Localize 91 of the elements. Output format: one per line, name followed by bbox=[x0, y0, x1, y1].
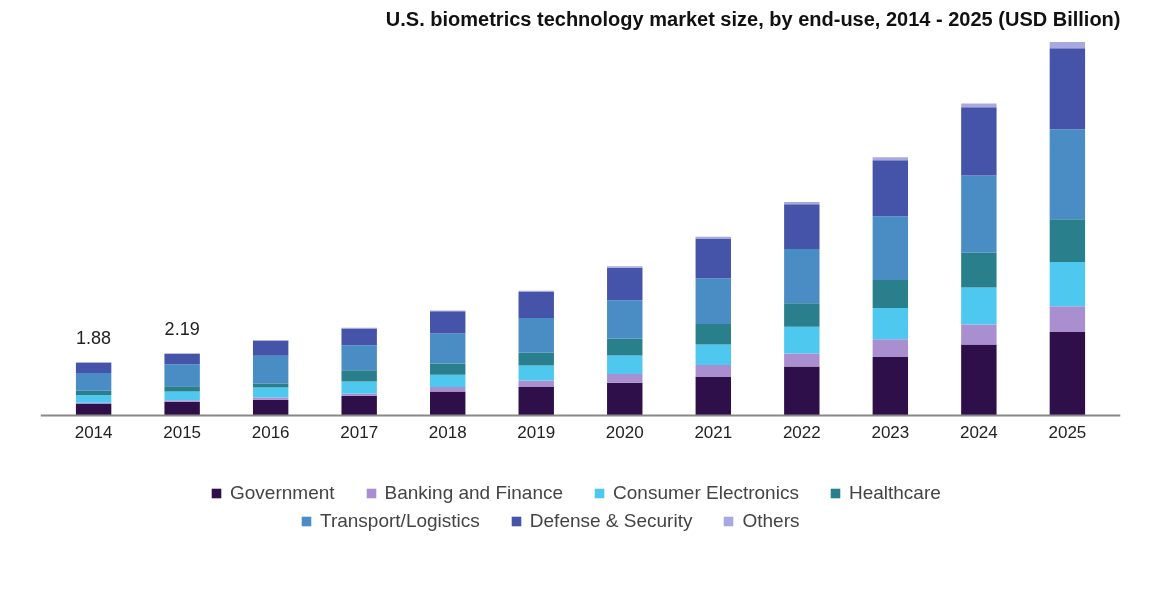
legend-label: Banking and Finance bbox=[384, 482, 564, 504]
bar bbox=[430, 391, 466, 416]
bar bbox=[607, 374, 643, 383]
bar bbox=[75, 362, 112, 373]
bar bbox=[430, 363, 466, 375]
bar bbox=[784, 303, 820, 327]
bar bbox=[252, 340, 289, 356]
bar bbox=[961, 324, 997, 345]
legend-label: Consumer Electronics bbox=[613, 482, 799, 504]
bar bbox=[872, 339, 909, 357]
bar bbox=[341, 345, 377, 371]
bar bbox=[518, 365, 554, 381]
bar bbox=[164, 353, 200, 365]
bar bbox=[695, 278, 731, 325]
bar bbox=[607, 382, 643, 416]
bar bbox=[164, 386, 200, 392]
bar bbox=[872, 216, 909, 281]
bar bbox=[695, 324, 731, 345]
bar bbox=[430, 333, 466, 364]
bar bbox=[75, 372, 112, 391]
bar bbox=[75, 395, 112, 403]
bar bbox=[784, 366, 820, 416]
x-tick-label: 2021 bbox=[694, 423, 733, 443]
bar bbox=[430, 387, 466, 392]
bar bbox=[961, 107, 997, 176]
legend-label: Defense & Security bbox=[529, 510, 693, 532]
bar bbox=[695, 377, 731, 416]
x-tick-label: 2017 bbox=[340, 423, 379, 443]
bar bbox=[607, 355, 643, 375]
bar bbox=[1049, 219, 1086, 263]
x-tick-label: 2014 bbox=[74, 423, 113, 443]
bar bbox=[961, 175, 997, 253]
x-tick-label: 2015 bbox=[163, 423, 202, 443]
bar bbox=[872, 160, 909, 217]
x-tick-label: 2020 bbox=[605, 423, 644, 443]
bar bbox=[784, 353, 820, 367]
bar bbox=[607, 300, 643, 339]
bar bbox=[872, 157, 909, 161]
bar bbox=[872, 308, 909, 340]
legend-label: Government bbox=[230, 482, 335, 504]
bar bbox=[518, 380, 554, 388]
x-tick-label: 2025 bbox=[1048, 423, 1087, 443]
bar bbox=[961, 287, 997, 325]
bar bbox=[518, 318, 554, 353]
bar bbox=[164, 401, 200, 416]
bar bbox=[1049, 306, 1086, 332]
bar bbox=[1049, 129, 1086, 220]
bar bbox=[1049, 48, 1086, 130]
bar bbox=[695, 344, 731, 366]
bar bbox=[252, 355, 289, 384]
bar bbox=[164, 364, 200, 387]
bar bbox=[784, 326, 820, 354]
bar bbox=[341, 381, 377, 394]
bar bbox=[252, 399, 289, 416]
x-tick-label: 2019 bbox=[517, 423, 556, 443]
bar bbox=[1049, 41, 1086, 49]
bar bbox=[1049, 331, 1086, 416]
bar bbox=[872, 356, 909, 416]
legend-label: Healthcare bbox=[848, 482, 941, 504]
x-tick-label: 2016 bbox=[251, 423, 290, 443]
bar bbox=[518, 387, 554, 416]
bar bbox=[607, 267, 643, 301]
bar bbox=[607, 338, 643, 356]
bar bbox=[695, 365, 731, 378]
legend-label: Transport/Logistics bbox=[320, 510, 480, 532]
bar bbox=[961, 344, 997, 416]
bar bbox=[784, 202, 820, 205]
bar bbox=[518, 291, 554, 319]
bar bbox=[75, 403, 112, 416]
bar bbox=[341, 370, 377, 382]
bar bbox=[341, 395, 377, 416]
x-tick-label: 2018 bbox=[428, 423, 467, 443]
bar bbox=[164, 391, 200, 401]
bar bbox=[784, 204, 820, 250]
bar bbox=[430, 374, 466, 388]
x-tick-label: 2022 bbox=[782, 423, 821, 443]
legend-label: Others bbox=[742, 510, 800, 532]
bar bbox=[872, 280, 909, 309]
annotation: 1.88 bbox=[76, 328, 112, 349]
bar bbox=[252, 387, 289, 398]
x-tick-label: 2023 bbox=[871, 423, 910, 443]
annotation: 2.19 bbox=[164, 319, 200, 340]
bar bbox=[784, 249, 820, 304]
bar bbox=[518, 352, 554, 366]
bar bbox=[695, 238, 731, 279]
x-tick-label: 2024 bbox=[959, 423, 998, 443]
chart-title: U.S. biometrics technology market size, by end-use, 2014 - 2025 (USD Billion) bbox=[385, 7, 1121, 30]
bar bbox=[961, 252, 997, 288]
bar bbox=[430, 311, 466, 334]
bar bbox=[341, 328, 377, 346]
bar bbox=[1049, 262, 1086, 307]
